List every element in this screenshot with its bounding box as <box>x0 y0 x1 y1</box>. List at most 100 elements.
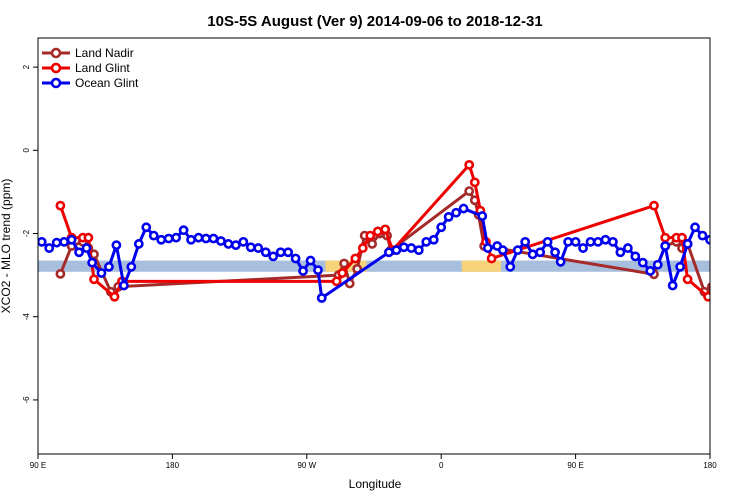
data-point <box>380 224 391 235</box>
y-axis-label: XCO2 - MLO trend (ppm) <box>0 179 13 314</box>
data-point <box>542 236 553 247</box>
data-point <box>141 222 152 233</box>
data-point <box>622 243 633 253</box>
y-tick-label: -4 <box>22 313 31 321</box>
data-point <box>645 266 656 276</box>
legend-label: Ocean Glint <box>75 76 139 90</box>
data-point <box>677 232 687 243</box>
data-point <box>535 247 546 258</box>
data-point <box>74 247 84 258</box>
y-tick-label: 0 <box>22 148 31 153</box>
y-tick-label: 2 <box>22 64 31 69</box>
data-point <box>512 245 523 256</box>
data-point <box>608 236 618 247</box>
data-point <box>38 236 47 247</box>
data-point <box>118 280 129 291</box>
data-point <box>365 230 376 241</box>
data-point <box>44 243 55 253</box>
series-land-glint <box>55 159 719 302</box>
data-point <box>451 207 462 218</box>
y-tick-label: -6 <box>22 396 31 404</box>
data-point <box>585 236 596 247</box>
data-point <box>59 236 70 247</box>
data-point <box>260 247 271 258</box>
data-point <box>367 239 378 249</box>
data-point <box>111 240 122 251</box>
data-point <box>163 233 174 244</box>
data-point <box>275 247 286 258</box>
plot-frame <box>37 37 711 455</box>
data-point <box>436 222 447 233</box>
data-point <box>527 249 538 260</box>
surface-band-land-1 <box>461 260 501 272</box>
data-point <box>245 242 256 253</box>
data-point <box>96 268 107 278</box>
data-point <box>570 236 581 247</box>
data-point <box>148 230 159 241</box>
data-point <box>201 233 211 244</box>
legend-item: Ocean Glint <box>42 76 139 90</box>
data-point <box>357 243 368 253</box>
plot-area <box>38 159 719 303</box>
legend-item: Land Nadir <box>42 46 134 60</box>
data-point <box>171 232 182 243</box>
data-point <box>458 203 469 214</box>
data-point <box>55 200 66 211</box>
data-point <box>563 236 574 247</box>
data-point <box>652 259 663 270</box>
data-point <box>83 232 94 243</box>
data-point <box>238 236 249 247</box>
data-point <box>675 261 686 272</box>
data-point <box>497 245 508 256</box>
x-tick-label: 90 E <box>30 461 46 470</box>
data-point <box>464 159 475 170</box>
legend-swatch-marker <box>50 77 62 89</box>
data-point <box>482 243 493 253</box>
data-point <box>486 253 497 264</box>
data-point <box>477 211 488 221</box>
data-point <box>421 236 432 247</box>
data-point <box>443 211 454 222</box>
data-point <box>230 240 241 251</box>
chart-title: 10S-5S August (Ver 9) 2014-09-06 to 2018… <box>207 13 542 30</box>
data-point <box>469 177 480 188</box>
data-point <box>391 245 402 256</box>
data-point <box>578 243 588 253</box>
data-point <box>156 234 167 245</box>
legend-swatch-marker <box>50 62 62 74</box>
data-point <box>600 234 611 245</box>
data-point <box>505 261 516 272</box>
x-tick-label: 180 <box>166 461 180 470</box>
x-tick-label: 90 E <box>567 461 583 470</box>
data-point <box>350 253 361 264</box>
data-point <box>682 239 693 249</box>
data-point <box>51 237 62 248</box>
data-point <box>216 236 226 246</box>
data-point <box>428 234 439 245</box>
data-point <box>298 266 308 276</box>
data-point <box>339 258 350 269</box>
data-point <box>384 247 394 258</box>
data-point <box>660 241 671 251</box>
data-point <box>313 265 323 276</box>
data-point <box>104 261 114 272</box>
data-point <box>413 245 424 256</box>
y-tick-label: -2 <box>22 229 31 237</box>
data-point <box>372 226 383 237</box>
data-point <box>520 236 531 247</box>
x-tick-label: 0 <box>439 461 444 470</box>
data-point <box>706 282 710 292</box>
data-point <box>305 255 316 266</box>
data-point <box>133 239 144 249</box>
data-point <box>406 243 417 253</box>
data-point <box>109 291 120 302</box>
data-point <box>712 278 719 285</box>
data-point <box>682 274 693 285</box>
legend-label: Land Nadir <box>75 46 134 60</box>
x-axis-label: Longitude <box>349 477 402 491</box>
data-point <box>705 234 710 245</box>
data-point <box>464 186 475 196</box>
data-point <box>193 232 204 243</box>
